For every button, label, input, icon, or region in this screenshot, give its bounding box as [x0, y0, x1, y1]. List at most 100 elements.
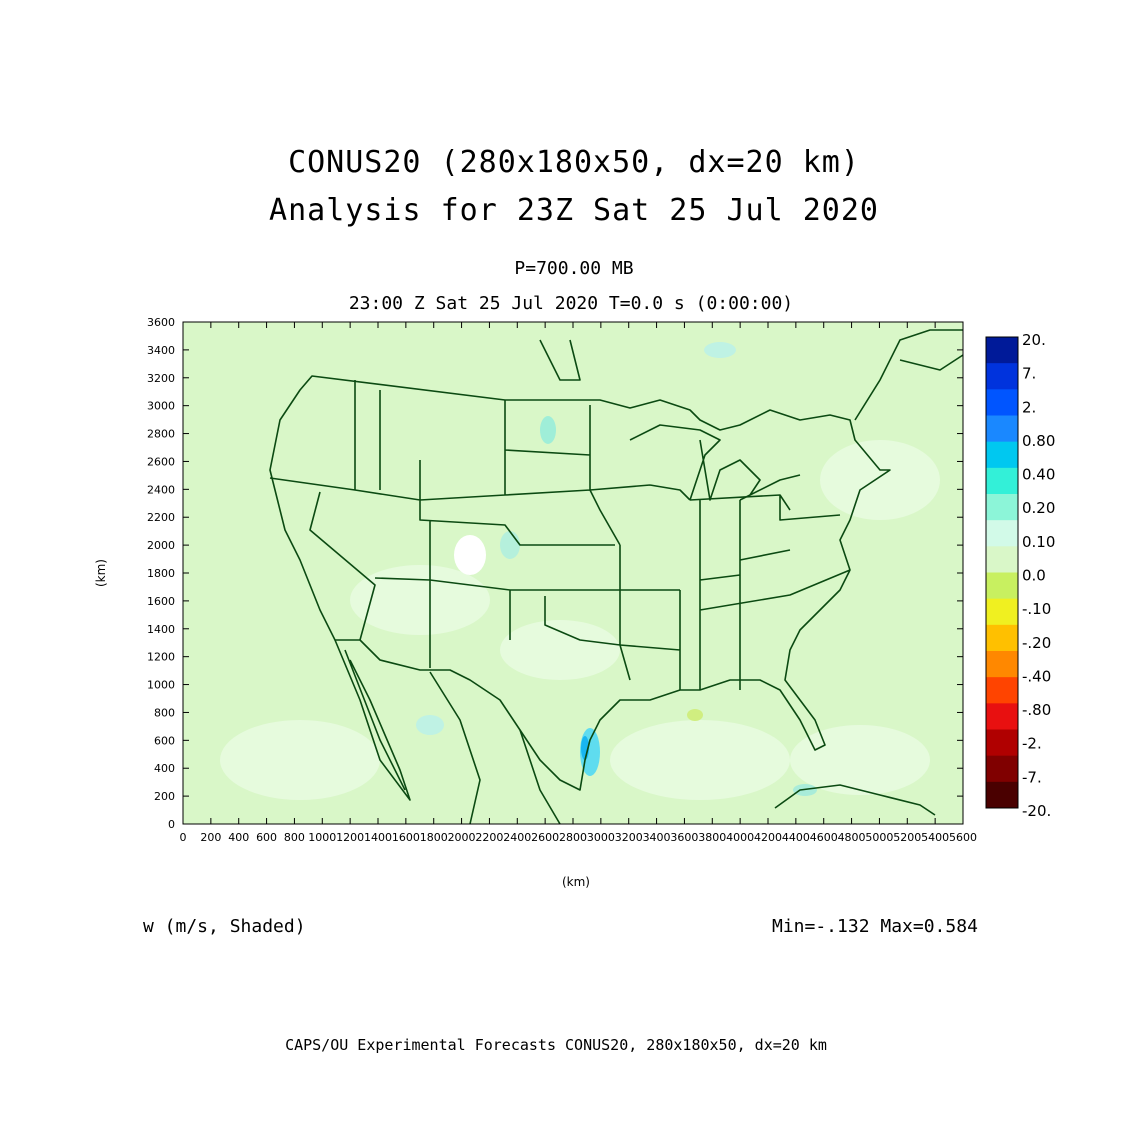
- shade-patch: [687, 709, 703, 721]
- colorbar-swatch: [986, 546, 1018, 573]
- colorbar-swatch: [986, 572, 1018, 600]
- x-tick-label: 1200: [336, 831, 364, 844]
- x-tick-label: 1400: [364, 831, 392, 844]
- field-label: w (m/s, Shaded): [143, 916, 306, 937]
- x-tick-label: 2400: [503, 831, 531, 844]
- colorbar-swatch: [986, 520, 1018, 547]
- x-tick-label: 0: [180, 831, 187, 844]
- x-tick-label: 4600: [810, 831, 838, 844]
- x-tick-label: 200: [200, 831, 221, 844]
- y-tick-label: 3000: [147, 400, 175, 413]
- x-tick-label: 2200: [475, 831, 503, 844]
- x-tick-label: 1800: [420, 831, 448, 844]
- colorbar-swatch: [986, 415, 1018, 443]
- colorbar-label: 0.80: [1022, 432, 1055, 450]
- x-tick-label: 400: [228, 831, 249, 844]
- colorbar-swatch: [986, 389, 1018, 416]
- x-tick-label: 4200: [754, 831, 782, 844]
- shaded-field: [220, 342, 940, 800]
- colorbar-swatch: [986, 624, 1018, 652]
- colorbar-swatch: [986, 703, 1018, 730]
- x-tick-label: 800: [284, 831, 305, 844]
- shade-patch: [704, 342, 736, 358]
- colorbar-label: 2.: [1022, 398, 1036, 416]
- x-axis-title: (km): [562, 875, 590, 889]
- shade-patch: [416, 715, 444, 735]
- colorbar-label: 0.0: [1022, 567, 1046, 585]
- great-lakes-outline: [629, 424, 801, 501]
- colorbar-swatch: [986, 441, 1018, 469]
- colorbar-label: 20.: [1022, 331, 1046, 349]
- y-tick-label: 3400: [147, 344, 175, 357]
- x-tick-label: 5600: [949, 831, 977, 844]
- map-title-line2: Analysis for 23Z Sat 25 Jul 2020: [269, 193, 879, 228]
- y-axis: 0 200 400 600 800 1000 1200 1400 1600 1800 2000 220…: [147, 316, 963, 831]
- colorbar-label: -.10: [1022, 600, 1051, 618]
- colorbar-label: -20.: [1022, 802, 1051, 820]
- canada-coast-outline: [539, 329, 964, 421]
- x-tick-label: 3000: [587, 831, 615, 844]
- colorbar-swatch: [986, 651, 1018, 678]
- colorbar-label: -.80: [1022, 701, 1051, 719]
- colorbar-swatch: [986, 337, 1018, 364]
- y-tick-label: 1000: [147, 679, 175, 692]
- shade-patch: [220, 720, 380, 800]
- shade-patch: [500, 531, 520, 559]
- colorbar-swatch: [986, 729, 1018, 757]
- geographic-boundaries: [269, 329, 964, 825]
- x-tick-label: 4800: [838, 831, 866, 844]
- x-tick-label: 2800: [559, 831, 587, 844]
- min-max-label: Min=-.132 Max=0.584: [772, 916, 978, 937]
- shade-patch: [790, 725, 930, 795]
- x-axis: 0 200 400 600 800 1000 1200 1400 1600 1800 2000 220…: [180, 322, 977, 844]
- colorbar-label: 7.: [1022, 365, 1036, 383]
- x-tick-label: 1000: [308, 831, 336, 844]
- y-tick-label: 2800: [147, 428, 175, 441]
- x-tick-label: 5000: [865, 831, 893, 844]
- x-tick-label: 2600: [531, 831, 559, 844]
- y-tick-label: 400: [154, 762, 175, 775]
- mexico-outline: [334, 639, 561, 825]
- colorbar-label: 0.20: [1022, 499, 1055, 517]
- colorbar-label: -.20: [1022, 634, 1051, 652]
- colorbar-swatch: [986, 781, 1018, 809]
- colorbar-swatch: [986, 677, 1018, 704]
- x-tick-label: 4000: [726, 831, 754, 844]
- y-tick-label: 3200: [147, 372, 175, 385]
- map-title-line1: CONUS20 (280x180x50, dx=20 km): [288, 145, 860, 180]
- colorbar-label: 0.10: [1022, 533, 1055, 551]
- colorbar-label: 0.40: [1022, 466, 1055, 484]
- colorbar-swatch: [986, 494, 1018, 521]
- y-tick-label: 2000: [147, 539, 175, 552]
- colorbar-label: -7.: [1022, 768, 1042, 786]
- cuba-outline: [774, 784, 936, 816]
- state-lines: [269, 380, 851, 690]
- colorbar-frame: [985, 336, 1019, 809]
- y-tick-label: 1800: [147, 567, 175, 580]
- x-tick-label: 4400: [782, 831, 810, 844]
- colorbar-swatch: [986, 598, 1018, 626]
- colorbar: 20. 7. 2. 0.80 0.40 0.20 0.10 0.0 -.10 -.20 -.40 -.…: [985, 331, 1055, 820]
- y-tick-label: 0: [168, 818, 175, 831]
- x-tick-label: 5400: [921, 831, 949, 844]
- colorbar-swatch: [986, 363, 1018, 390]
- x-tick-label: 1600: [392, 831, 420, 844]
- y-tick-label: 1600: [147, 595, 175, 608]
- x-tick-label: 3800: [698, 831, 726, 844]
- shade-patch: [454, 535, 486, 575]
- y-tick-label: 3600: [147, 316, 175, 329]
- x-tick-label: 5200: [893, 831, 921, 844]
- shade-patch: [540, 416, 556, 444]
- y-tick-label: 2400: [147, 483, 175, 496]
- colorbar-swatch: [986, 467, 1018, 495]
- x-tick-label: 600: [256, 831, 277, 844]
- shade-patch: [820, 440, 940, 520]
- shade-patch: [610, 720, 790, 800]
- us-outline: [269, 375, 891, 791]
- colorbar-label: -.40: [1022, 667, 1051, 685]
- y-tick-label: 2200: [147, 511, 175, 524]
- credit-line: CAPS/OU Experimental Forecasts CONUS20, …: [285, 1036, 827, 1054]
- x-tick-label: 3200: [615, 831, 643, 844]
- y-tick-label: 600: [154, 734, 175, 747]
